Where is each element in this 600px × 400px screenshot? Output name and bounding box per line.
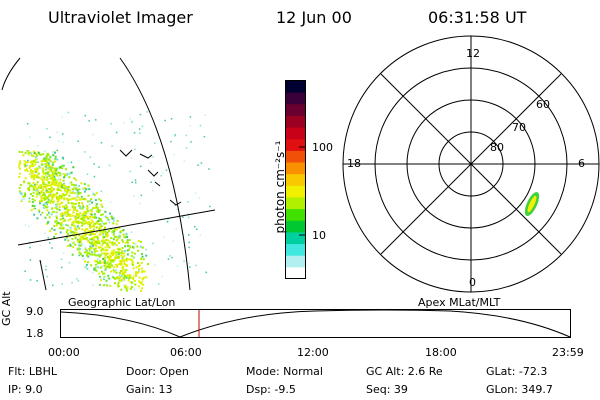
- filter-info: Flt: LBHL: [8, 365, 57, 378]
- left-caption: Geographic Lat/Lon: [68, 296, 176, 309]
- geographic-image-panel: [1, 57, 216, 292]
- lat-label-80: 80: [490, 141, 504, 154]
- colorbar-tick-100: 100: [312, 141, 333, 154]
- glat-info: GLat: -72.3: [486, 365, 548, 378]
- door-info: Door: Open: [126, 365, 189, 378]
- seq-info: Seq: 39: [366, 383, 408, 396]
- colorbar-band: [286, 220, 305, 233]
- colorbar-unit-label: photon cm⁻²s⁻¹: [273, 140, 287, 234]
- glon-info: GLon: 349.7: [486, 383, 553, 396]
- ip-info: IP: 9.0: [8, 383, 43, 396]
- polar-plot: [342, 35, 600, 293]
- colorbar-band: [286, 104, 305, 117]
- right-caption: Apex MLat/MLT: [418, 296, 501, 309]
- x-tick-0000: 00:00: [48, 346, 80, 359]
- gc-alt-info: GC Alt: 2.6 Re: [366, 365, 443, 378]
- colorbar-band: [286, 174, 305, 187]
- colorbar-band: [286, 197, 305, 210]
- colorbar-band: [286, 255, 305, 268]
- colorbar-band: [286, 185, 305, 198]
- time-label: 06:31:58 UT: [428, 8, 527, 27]
- colorbar-band: [286, 244, 305, 257]
- colorbar: [285, 80, 306, 280]
- mlt-label-12: 12: [466, 47, 480, 60]
- mlt-label-18: 18: [347, 157, 361, 170]
- orbit-altitude-curve: [60, 309, 571, 338]
- colorbar-band: [286, 162, 305, 175]
- colorbar-band: [286, 232, 305, 245]
- lat-label-60: 60: [536, 98, 550, 111]
- colorbar-band: [286, 209, 305, 222]
- timeline-plot: [60, 309, 571, 338]
- mlt-label-6: 6: [578, 157, 585, 170]
- gain-info: Gain: 13: [126, 383, 173, 396]
- y-tick-1-8: 1.8: [26, 327, 44, 340]
- colorbar-band: [286, 115, 305, 129]
- colorbar-band: [286, 150, 305, 164]
- lat-label-70: 70: [512, 121, 526, 134]
- x-tick-1800: 18:00: [425, 346, 457, 359]
- gc-alt-axis-title: GC Alt: [0, 291, 13, 326]
- colorbar-tick-10: 10: [312, 229, 326, 242]
- colorbar-band: [286, 81, 305, 94]
- dsp-info: Dsp: -9.5: [246, 383, 296, 396]
- date-label: 12 Jun 00: [276, 8, 352, 27]
- coastline: [119, 149, 182, 206]
- instrument-title: Ultraviolet Imager: [48, 8, 193, 27]
- grid-line: [17, 209, 216, 246]
- mlt-label-0: 0: [469, 276, 476, 289]
- x-tick-0600: 06:00: [170, 346, 202, 359]
- mode-info: Mode: Normal: [246, 365, 323, 378]
- colorbar-band: [286, 92, 305, 105]
- x-tick-2359: 23:59: [552, 346, 584, 359]
- limb-arc: [119, 57, 191, 291]
- colorbar-band: [286, 127, 305, 140]
- y-tick-9: 9.0: [26, 305, 44, 318]
- colorbar-band: [286, 139, 305, 152]
- colorbar-band: [286, 267, 305, 280]
- x-tick-1200: 12:00: [297, 346, 329, 359]
